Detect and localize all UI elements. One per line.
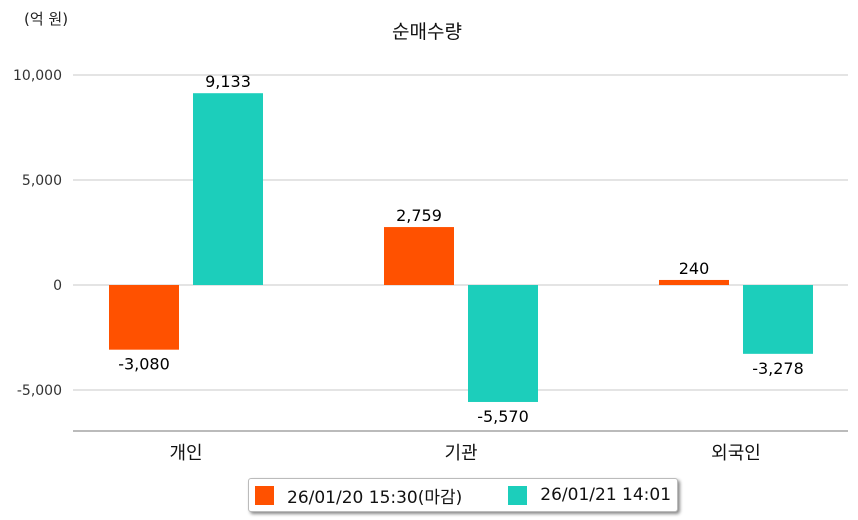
chart-title: 순매수량: [392, 21, 462, 43]
data-label: -5,570: [477, 407, 529, 426]
x-tick-label: 개인: [169, 443, 202, 464]
bar: [193, 93, 263, 285]
legend-item-series-1[interactable]: 26/01/20 15:30(마감): [255, 483, 462, 508]
legend-swatch: [508, 485, 528, 505]
bar: [659, 279, 729, 285]
legend-label: 26/01/21 14:01: [540, 485, 672, 505]
bar: [743, 285, 813, 354]
data-label: 240: [679, 259, 710, 278]
bar: [468, 285, 538, 402]
unit-label: (억 원): [24, 10, 68, 28]
legend-item-series-2[interactable]: 26/01/21 14:01: [508, 485, 671, 505]
legend-label: 26/01/20 15:30(마감): [287, 487, 463, 508]
x-tick-label: 외국인: [711, 443, 761, 464]
data-label: -3,080: [118, 355, 170, 374]
y-tick-label: -5,000: [17, 383, 62, 399]
legend: 26/01/20 15:30(마감) 26/01/21 14:01: [248, 478, 678, 512]
y-tick-label: 5,000: [22, 173, 62, 189]
legend-swatch: [255, 485, 274, 505]
bar: [384, 227, 454, 285]
data-label: 2,759: [396, 206, 442, 225]
bar: [109, 285, 179, 350]
data-label: 9,133: [205, 72, 251, 91]
x-tick-label: 기관: [444, 443, 477, 464]
y-tick-label: 10,000: [13, 68, 62, 84]
y-tick-label: 0: [53, 278, 62, 294]
data-label: -3,278: [752, 359, 804, 378]
